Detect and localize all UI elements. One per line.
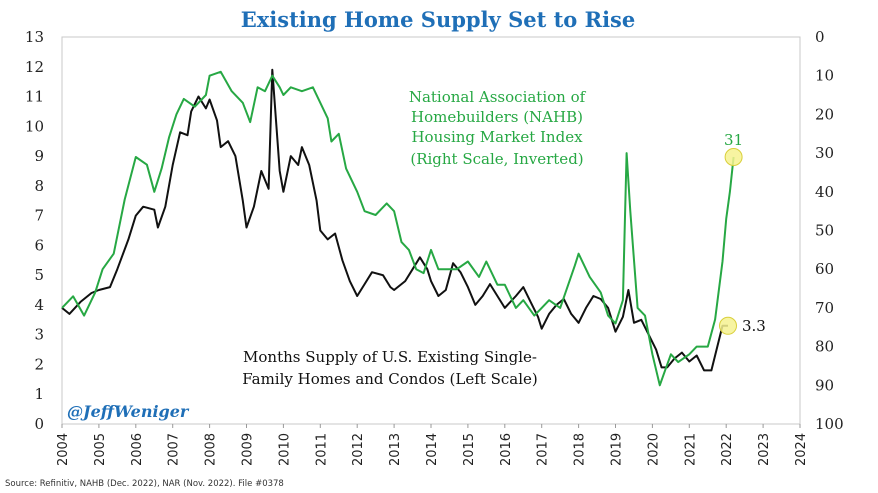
x-tick-label: 2015 (462, 433, 477, 466)
right-tick-label: 100 (815, 415, 844, 433)
left-tick-label: 1 (34, 385, 44, 403)
supply-end-label: 3.3 (742, 317, 766, 335)
x-tick-label: 2005 (93, 433, 108, 466)
x-tick-label: 2019 (610, 433, 625, 466)
months-supply-line (61, 68, 728, 372)
x-tick-label: 2014 (425, 433, 440, 466)
end-markers: 3.3 31 (719, 131, 766, 335)
nahb-annotation: National Association of Homebuilders (NA… (409, 88, 587, 168)
supply-end-marker (719, 316, 737, 335)
x-tick-label: 2016 (499, 433, 514, 466)
chart-title: Existing Home Supply Set to Rise (241, 7, 635, 32)
nahb-end-marker (724, 148, 743, 166)
right-tick-label: 20 (815, 105, 834, 123)
nahb-annotation-line-1: National Association of (409, 88, 587, 106)
supply-annotation-line-1: Months Supply of U.S. Existing Single- (243, 348, 537, 366)
supply-annotation: Months Supply of U.S. Existing Single- F… (242, 348, 538, 388)
nahb-annotation-line-3: Housing Market Index (411, 128, 583, 146)
x-tick-label: 2023 (757, 433, 772, 466)
right-tick-label: 30 (815, 144, 834, 162)
left-tick-label: 10 (25, 117, 44, 135)
x-tick-label: 2013 (388, 433, 403, 466)
x-tick-label: 2006 (130, 433, 145, 466)
x-tick-label: 2017 (536, 433, 551, 466)
x-tick-label: 2009 (241, 433, 256, 466)
x-tick-label: 2011 (314, 433, 329, 466)
x-tick-label: 2021 (683, 433, 698, 466)
source-note: Source: Refinitiv, NAHB (Dec. 2022), NAR… (5, 479, 284, 489)
twitter-handle: @JeffWeniger (67, 402, 190, 421)
left-tick-label: 11 (25, 88, 44, 106)
right-tick-label: 40 (815, 183, 834, 201)
left-tick-label: 7 (34, 207, 44, 225)
left-tick-label: 0 (34, 415, 44, 433)
x-tick-label: 2022 (720, 433, 735, 466)
left-tick-label: 6 (34, 236, 44, 254)
nahb-end-label: 31 (724, 131, 743, 149)
x-tick-label: 2020 (646, 433, 661, 466)
x-tick-label: 2004 (56, 433, 71, 466)
x-tick-label: 2018 (573, 433, 588, 466)
left-tick-label: 5 (34, 266, 44, 284)
right-tick-label: 90 (815, 376, 834, 394)
left-tick-label: 4 (34, 296, 44, 314)
nahb-annotation-line-4: (Right Scale, Inverted) (410, 150, 583, 168)
left-tick-label: 12 (25, 58, 44, 76)
left-tick-label: 9 (34, 147, 44, 165)
left-tick-label: 2 (34, 356, 44, 374)
right-tick-label: 10 (815, 67, 834, 85)
series-layer (61, 68, 735, 387)
right-tick-label: 60 (815, 260, 834, 278)
supply-annotation-line-2: Family Homes and Condos (Left Scale) (242, 370, 538, 388)
right-tick-label: 50 (815, 222, 834, 240)
x-tick-label: 2012 (351, 433, 366, 466)
right-tick-label: 80 (815, 338, 834, 356)
right-tick-label: 0 (815, 28, 825, 46)
x-tick-label: 2024 (794, 433, 809, 466)
left-tick-label: 8 (34, 177, 44, 195)
x-tick-label: 2007 (167, 433, 182, 466)
x-axis-ticks: 2004 2005 2006 2007 2008 2009 2010 2011 2012 2013… (56, 424, 809, 466)
right-axis-ticks: 0 10 20 30 40 50 60 70 80 90 100 (815, 28, 844, 433)
nahb-index-line (61, 70, 735, 387)
right-tick-label: 70 (815, 299, 834, 317)
x-tick-label: 2010 (277, 433, 292, 466)
x-tick-label: 2008 (204, 433, 219, 466)
left-tick-label: 3 (34, 326, 44, 344)
nahb-annotation-line-2: Homebuilders (NAHB) (411, 108, 583, 126)
left-tick-label: 13 (25, 28, 44, 46)
